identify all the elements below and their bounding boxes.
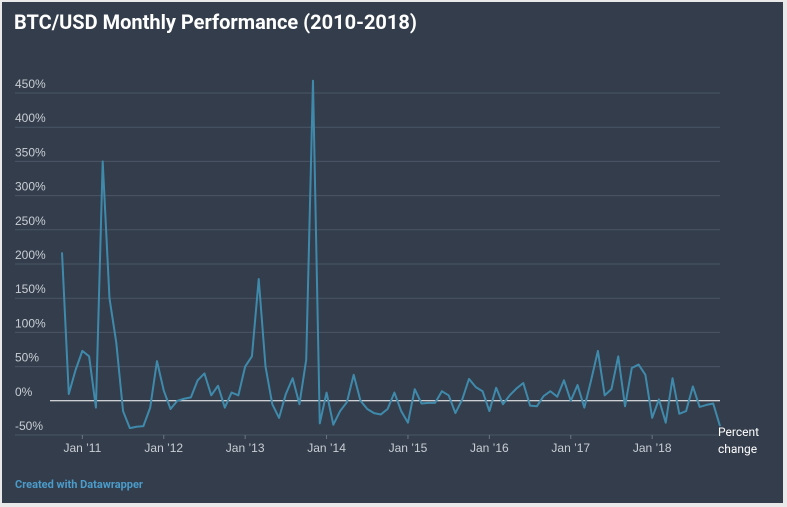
- y-tick-label: 0%: [15, 385, 33, 399]
- y-tick-label: 350%: [15, 145, 46, 159]
- y-tick-label: 100%: [15, 316, 46, 330]
- x-tick-label: Jan ’16: [470, 441, 509, 455]
- y-tick-label: 250%: [15, 214, 46, 228]
- y-tick-label: 450%: [15, 77, 46, 91]
- y-tick-label: 150%: [15, 282, 46, 296]
- x-tick-label: Jan ’18: [633, 441, 672, 455]
- x-tick-label: Jan ’12: [144, 441, 183, 455]
- y-tick-label: -50%: [15, 419, 43, 433]
- line: [61, 79, 721, 430]
- y-tick-label: 50%: [15, 351, 39, 365]
- x-tick-label: Jan ’14: [307, 441, 346, 455]
- x-tick-label: Jan ’11: [63, 441, 101, 455]
- y-tick-label: 400%: [15, 111, 46, 125]
- x-tick-label: Jan ’15: [389, 441, 428, 455]
- x-tick-label: Jan ’13: [226, 441, 265, 455]
- credit: Created with Datawrapper: [15, 478, 143, 491]
- chart-title: BTC/USD Monthly Performance (2010-2018): [14, 10, 417, 34]
- y-tick-label: 300%: [15, 180, 46, 194]
- y-tick-label: 200%: [15, 248, 46, 262]
- x-tick-label: Jan ’17: [551, 441, 590, 455]
- y-axis-label: Percent change: [718, 425, 760, 456]
